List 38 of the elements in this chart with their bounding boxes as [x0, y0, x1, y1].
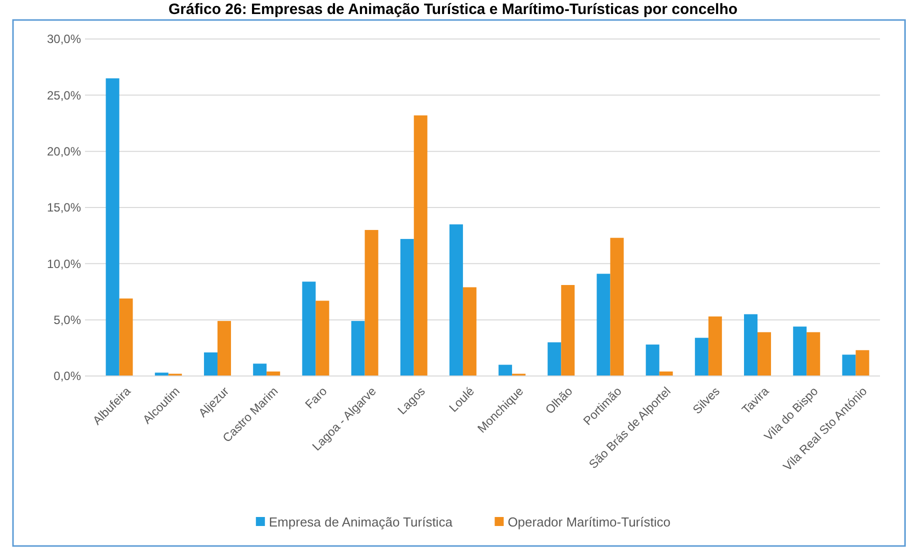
bar [217, 320, 231, 376]
y-tick-label: 0,0% [54, 369, 82, 384]
bar [414, 115, 428, 376]
bar [253, 364, 267, 376]
bar [316, 300, 330, 376]
bar [806, 332, 820, 376]
chart-title: Gráfico 26: Empresas de Animação Turística e Marítimo-Turísticas por concelho [168, 1, 738, 18]
bar [708, 316, 722, 376]
bar [449, 224, 463, 376]
y-tick-label: 15,0% [46, 200, 82, 215]
bar [842, 354, 856, 376]
bar [610, 238, 624, 376]
bar [548, 342, 562, 376]
x-tick-label: Faro [302, 384, 330, 412]
bar [204, 352, 218, 376]
bar [400, 238, 414, 376]
bar [694, 338, 708, 376]
bar [364, 230, 378, 376]
bar [856, 350, 870, 376]
bar [302, 282, 316, 376]
y-tick-label: 10,0% [46, 256, 82, 271]
bar [646, 344, 660, 376]
bar [119, 298, 133, 376]
y-tick-label: 20,0% [46, 144, 82, 159]
bar [596, 274, 610, 376]
y-tick-label: 30,0% [46, 32, 82, 46]
bar [744, 314, 758, 376]
y-tick-label: 25,0% [46, 88, 82, 102]
bar [498, 364, 512, 376]
bar [561, 285, 575, 376]
bar [758, 332, 772, 376]
bar [462, 287, 476, 376]
bar [351, 320, 365, 376]
bar [106, 78, 120, 376]
bar [793, 326, 807, 376]
legend-label: Operador Marítimo-Turístico [508, 514, 670, 530]
legend-label: Empresa de Animação Turística [268, 514, 454, 530]
y-tick-label: 5,0% [54, 313, 82, 328]
